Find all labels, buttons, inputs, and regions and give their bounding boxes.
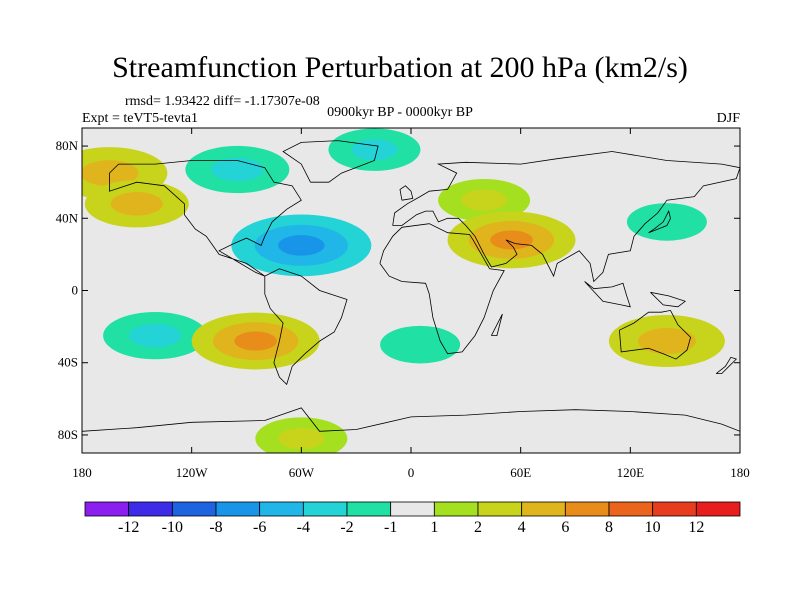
lon-tick-label: 60E — [510, 465, 531, 480]
experiment-label: Expt = teVT5-tevta1 — [82, 111, 198, 126]
lat-tick-label: 40N — [56, 210, 79, 225]
coastlines — [82, 140, 740, 432]
colorbar-swatch — [128, 501, 173, 517]
colorbar-label: 2 — [474, 519, 482, 536]
lon-tick-label: 60W — [289, 465, 315, 480]
coastline — [715, 356, 738, 374]
contour-region — [461, 189, 508, 211]
lon-tick-label: 0 — [408, 465, 415, 480]
coastline — [648, 209, 671, 234]
coastline — [109, 160, 302, 277]
lat-tick-label: 80S — [58, 427, 78, 442]
coastline — [584, 281, 631, 308]
colorbar-swatch — [259, 501, 304, 517]
colorbar-label: -6 — [253, 519, 266, 536]
colorbar-label: -8 — [209, 519, 222, 536]
colorbar-label: 1 — [430, 519, 438, 536]
lat-tick-label: 40S — [58, 355, 78, 370]
contour-region — [82, 160, 139, 187]
colorbar-label: -10 — [162, 519, 183, 536]
colorbar: -12 -10 -8 -6 -4 -2 -1 1 2 4 6 8 10 12 — [84, 501, 741, 536]
colorbar-swatch — [215, 501, 261, 517]
coastline — [264, 268, 348, 386]
lon-tick-label: 120E — [617, 465, 645, 480]
lon-tick-label: 180 — [730, 465, 750, 480]
colorbar-label: -2 — [340, 519, 353, 536]
axis-ticks: 80N 40N 0 40S 80S 180 120W 60W 0 60E 120E 180 — [56, 128, 750, 480]
colorbar-swatch — [390, 501, 435, 517]
contour-region — [110, 192, 163, 216]
coastline — [491, 313, 503, 336]
coastline — [392, 151, 740, 283]
colorbar-label: 10 — [645, 519, 661, 536]
contour-region — [490, 230, 533, 250]
colorbar-label: 8 — [605, 519, 613, 536]
colorbar-swatch — [652, 501, 697, 517]
colorbar-swatch — [695, 501, 741, 517]
colorbar-label: 4 — [518, 519, 526, 536]
coastline — [282, 140, 379, 183]
coastline — [379, 223, 505, 355]
lat-tick-label: 80N — [56, 138, 79, 153]
colorbar-swatch — [477, 501, 523, 517]
colorbar-swatch — [171, 501, 217, 517]
contour-region — [351, 139, 398, 161]
period-label: 0900kyr BP - 0000kyr BP — [327, 105, 473, 120]
colorbar-label: 12 — [688, 519, 704, 536]
contour-fields — [82, 128, 725, 453]
stats-line: rmsd= 1.93422 diff= -1.17307e-08 — [125, 94, 320, 109]
lon-tick-label: 120W — [176, 465, 209, 480]
season-label: DJF — [716, 111, 740, 126]
colorbar-swatch — [564, 501, 610, 517]
colorbar-swatch — [302, 501, 348, 517]
contour-region — [234, 331, 277, 351]
coastline — [650, 291, 687, 308]
colorbar-swatch — [433, 501, 479, 517]
contour-region — [129, 323, 182, 348]
map-area — [82, 128, 740, 453]
contour-region — [380, 325, 461, 364]
colorbar-swatch — [84, 501, 130, 517]
colorbar-label: 6 — [561, 519, 569, 536]
colorbar-label: -12 — [118, 519, 139, 536]
contour-region — [278, 427, 325, 450]
lat-tick-label: 0 — [72, 283, 79, 298]
colorbar-swatch — [608, 501, 654, 517]
coastline — [82, 407, 740, 432]
map-title: Streamfunction Perturbation at 200 hPa (… — [112, 51, 688, 84]
contour-region — [278, 235, 325, 256]
lon-tick-label: 180 — [72, 465, 92, 480]
colorbar-swatch — [346, 501, 392, 517]
map-background — [82, 128, 740, 453]
coastline — [619, 309, 692, 360]
coastline — [399, 185, 414, 201]
contour-region — [211, 157, 264, 182]
colorbar-swatch — [521, 501, 566, 517]
colorbar-label: -1 — [384, 519, 397, 536]
contour-region — [626, 203, 707, 241]
colorbar-label: -4 — [297, 519, 310, 536]
contour-region — [637, 328, 696, 355]
